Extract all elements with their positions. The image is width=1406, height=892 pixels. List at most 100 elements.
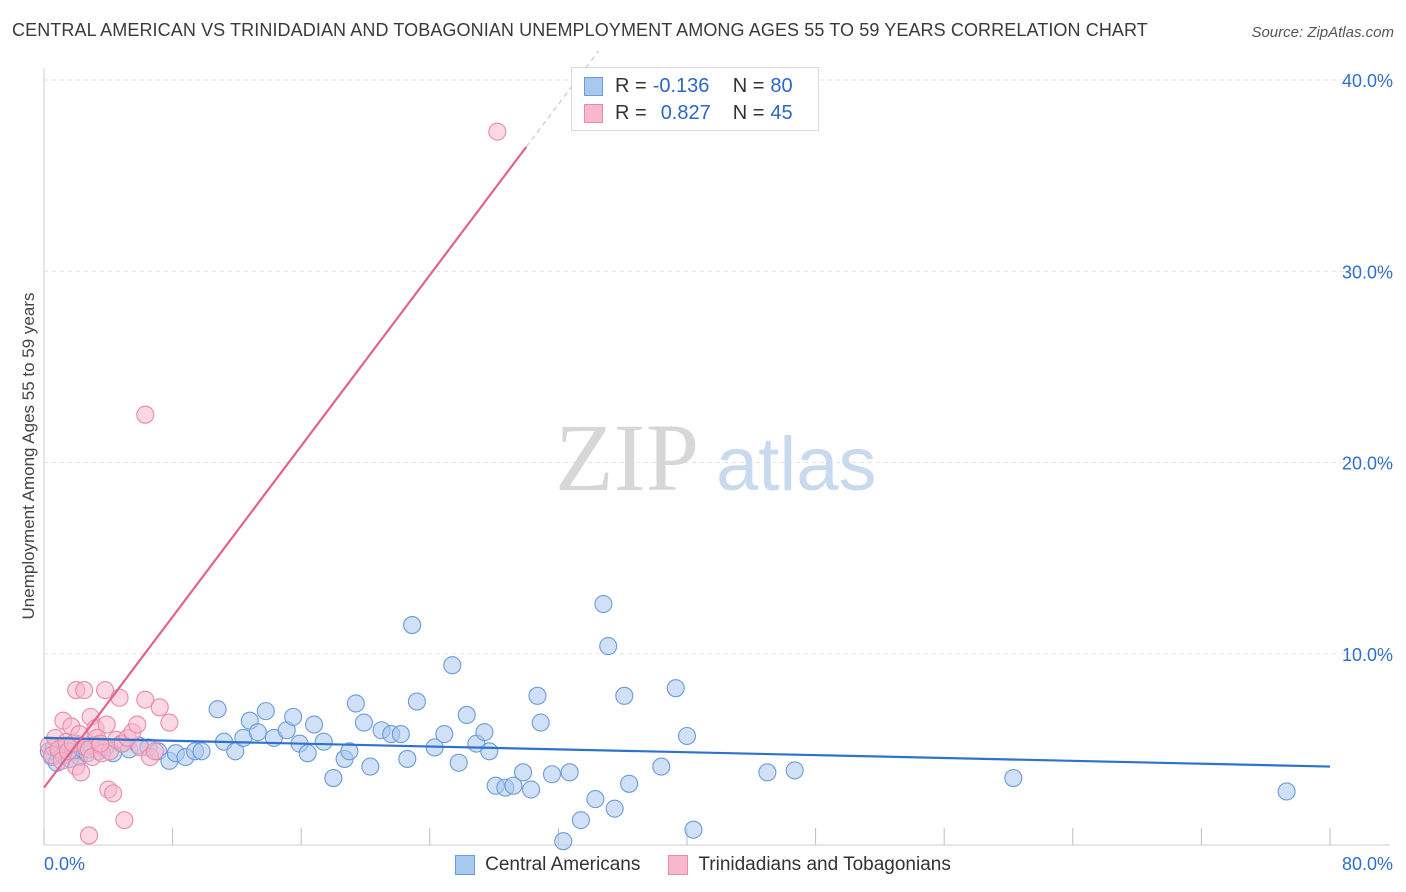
blue-data-point	[605, 799, 624, 818]
series-central-americans	[39, 594, 1296, 851]
blue-data-point	[407, 692, 426, 711]
source-label: Source: ZipAtlas.com	[1251, 24, 1394, 41]
blue-data-point	[314, 732, 333, 751]
pink-swatch	[584, 103, 603, 123]
blue-data-point	[560, 763, 579, 782]
blue-data-point	[298, 744, 317, 763]
watermark: ZIP atlas	[555, 404, 877, 511]
blue-data-point	[354, 713, 373, 732]
r-label: R =	[615, 101, 647, 124]
pink-data-point	[115, 811, 134, 830]
legend-item-central-americans[interactable]: Central Americans	[455, 854, 640, 876]
y-tick-label: 40.0%	[1342, 71, 1393, 91]
blue-data-point	[785, 761, 804, 780]
blue-data-point	[208, 700, 227, 719]
legend-label: Central Americans	[485, 854, 641, 875]
blue-data-point	[531, 713, 550, 732]
blue-data-point	[361, 757, 380, 776]
y-tick-label: 10.0%	[1342, 645, 1393, 665]
blue-data-point	[677, 726, 697, 746]
pink-data-point	[136, 690, 155, 709]
blue-data-point	[443, 656, 462, 675]
blue-data-point	[666, 679, 685, 698]
pink-data-point	[96, 681, 115, 700]
n-value: 45	[770, 101, 793, 124]
pink-data-point	[136, 405, 155, 424]
blue-data-point	[594, 594, 613, 614]
blue-data-point	[586, 790, 605, 809]
r-label: R =	[615, 74, 647, 97]
blue-data-point	[192, 742, 211, 761]
blue-data-point	[599, 637, 618, 656]
blue-data-point	[615, 686, 634, 705]
pink-data-point	[488, 122, 507, 141]
blue-data-point	[652, 757, 671, 776]
pink-data-point	[110, 688, 129, 707]
trendline-central-americans	[43, 736, 1331, 768]
blue-data-point	[554, 832, 573, 851]
pink-data-point	[71, 763, 91, 782]
blue-data-point	[475, 723, 494, 742]
blue-data-point	[1004, 769, 1023, 788]
blue-data-point	[256, 702, 275, 721]
pink-data-point	[97, 715, 116, 734]
blue-data-point	[528, 686, 547, 705]
x-tick-label-min: 0.0%	[44, 854, 85, 874]
blue-data-point	[398, 749, 417, 768]
blue-data-point	[346, 694, 365, 713]
n-label: N =	[732, 74, 765, 97]
blue-data-point	[457, 705, 476, 725]
watermark-atlas: atlas	[716, 422, 877, 507]
pink-data-point	[91, 734, 110, 753]
series-trinidadians	[39, 122, 507, 845]
legend-row-blue: R = -0.136 N = 80	[584, 74, 793, 98]
trendlines	[43, 50, 1331, 789]
blue-data-point	[435, 725, 454, 744]
n-label: N =	[732, 101, 765, 124]
legend-swatch-pink	[668, 855, 689, 875]
pink-data-point	[75, 681, 94, 700]
blue-data-point	[403, 616, 422, 635]
grid-lines	[44, 79, 1390, 655]
series-legend: Central Americans Trinidadians and Tobag…	[0, 852, 1406, 878]
legend-label: Trinidadians and Tobagonians	[698, 854, 951, 875]
blue-data-point	[542, 765, 562, 784]
blue-swatch	[584, 76, 603, 96]
blue-data-point	[758, 763, 777, 782]
blue-data-point	[391, 725, 410, 744]
blue-data-point	[340, 742, 359, 761]
pink-data-point	[128, 715, 147, 734]
blue-data-point	[324, 769, 343, 788]
blue-data-point	[620, 774, 639, 793]
blue-data-point	[449, 753, 468, 772]
blue-data-point	[284, 707, 303, 726]
y-tick-label: 30.0%	[1342, 262, 1393, 282]
y-tick-label: 20.0%	[1342, 454, 1393, 474]
pink-data-point	[160, 713, 179, 732]
x-tick-label-max: 80.0%	[1342, 854, 1393, 874]
correlation-legend: R = -0.136 N = 80 R = 0.827 N = 45	[571, 67, 819, 131]
legend-row-pink: R = 0.827 N = 45	[584, 101, 793, 125]
blue-data-point	[522, 780, 541, 799]
n-value: 80	[770, 74, 793, 97]
pink-data-point	[145, 742, 164, 761]
r-value: 0.827	[660, 101, 711, 124]
pink-data-point	[104, 784, 123, 803]
blue-data-point	[1277, 782, 1296, 801]
chart-title: CENTRAL AMERICAN VS TRINIDADIAN AND TOBA…	[12, 20, 1148, 40]
tick-labels: 10.0% 20.0% 30.0% 40.0% 0.0% 80.0%	[44, 71, 1393, 874]
watermark-zip: ZIP	[555, 404, 699, 511]
pink-data-point	[79, 826, 99, 845]
trendline-trinidadians	[43, 146, 528, 789]
blue-data-point	[248, 723, 267, 742]
blue-data-point	[480, 742, 499, 761]
blue-data-point	[571, 811, 590, 830]
blue-data-point	[513, 763, 533, 782]
blue-data-point	[305, 715, 324, 734]
pink-data-point	[150, 698, 169, 717]
trendline-trinidadians-extension	[525, 50, 600, 148]
blue-data-point	[504, 776, 523, 795]
legend-item-trinidadians[interactable]: Trinidadians and Tobagonians	[668, 854, 951, 876]
r-value: -0.136	[652, 74, 710, 97]
